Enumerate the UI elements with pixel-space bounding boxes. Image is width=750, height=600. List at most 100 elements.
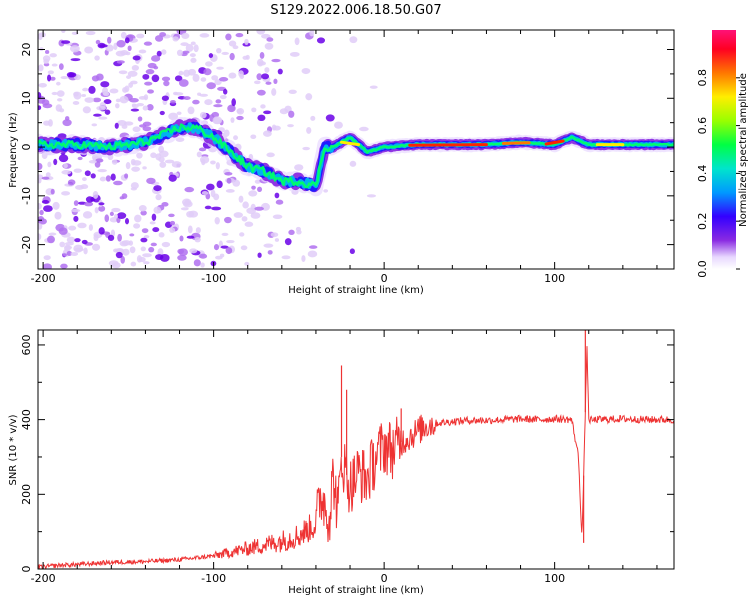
spectrogram-speckle [271, 88, 277, 96]
spectrogram-speckle [99, 44, 108, 48]
spectrogram-speckle [107, 234, 115, 241]
snr-xtick-label: 100 [544, 572, 565, 585]
spectrogram-speckle [263, 130, 272, 137]
spectrogram-speckle [111, 207, 121, 213]
spectrogram-speckle [204, 99, 213, 106]
spectrogram-speckle [238, 195, 244, 203]
spectrogram-speckle [288, 229, 295, 236]
spectrogram-speckle [193, 44, 199, 53]
spectrogram-speckle [60, 263, 68, 269]
spectrogram-speckle [214, 79, 222, 86]
spectrogram-speckle [74, 185, 85, 190]
spectrogram-speckle [305, 93, 313, 101]
spectrogram-speckle [256, 73, 263, 81]
spectrogram-speckle [239, 232, 245, 237]
spectrogram-speckle [205, 183, 215, 191]
spectrogram-speckle [104, 214, 110, 223]
snr-xtick-label: 0 [381, 572, 388, 585]
spectrogram-speckle [104, 109, 111, 115]
spectrogram-speckle [59, 241, 66, 248]
spectrogram-speckle [81, 93, 87, 97]
spectrogram-speckle [186, 235, 195, 239]
spectrogram-speckle [99, 102, 107, 110]
spectrogram-speckle [183, 96, 191, 100]
spectrogram-speckle [129, 246, 136, 254]
spectrogram-speckle [134, 214, 142, 223]
spectrogram-speckle [232, 179, 241, 187]
spectrogram-speckle [199, 93, 208, 97]
spectrogram-speckle [64, 245, 73, 250]
spectrogram-speckle [105, 175, 111, 182]
spectrogram-speckle [38, 105, 42, 110]
spectrogram-speckle [56, 81, 61, 86]
snr-ytick-label: 600 [20, 334, 33, 355]
spectrogram-speckle [200, 262, 205, 268]
spectrogram-speckle [323, 189, 329, 193]
spectrogram-speckle [53, 158, 58, 166]
spectrogram-speckle [179, 235, 184, 242]
spectrogram-speckle [251, 185, 256, 190]
spectrogram-speckle [169, 220, 176, 226]
snr-panel: -200 -100 0 100 0 200 400 600 Height of straigh… [8, 329, 675, 596]
spectrogram-speckle [145, 69, 155, 75]
spectrogram-speckle [275, 199, 284, 205]
spectrogram-ridge-core [501, 141, 531, 145]
spectrogram-speckle [142, 121, 152, 127]
spectrogram-speckle [43, 255, 51, 261]
spectrogram-speckle [143, 261, 150, 265]
spectrogram-speckle [258, 61, 266, 66]
spectrogram-speckle [115, 103, 120, 109]
spectrogram-speckle [119, 196, 125, 200]
spectrogram-speckle [140, 210, 147, 216]
colorbar-label: Normalized spectral amplitude [738, 73, 749, 227]
snr-xtick-label: -100 [201, 572, 226, 585]
spectrogram-speckle [66, 236, 76, 244]
spectrogram-speckle [257, 186, 263, 193]
spectrogram-speckle [129, 98, 139, 103]
spectrogram-speckle [142, 105, 149, 111]
spectrogram-speckle [236, 115, 244, 121]
spectrogram-speckle [100, 81, 110, 88]
spectrogram-speckle [182, 50, 190, 54]
spectrogram-speckle [52, 201, 60, 210]
spectrogram-speckle [38, 64, 44, 72]
spectrogram-speckle [61, 191, 71, 196]
spectrogram-speckle [216, 47, 222, 54]
spectrogram-speckle [242, 201, 249, 209]
spectrogram-speckle [38, 177, 42, 184]
spectrogram-speckle [244, 38, 249, 46]
spectrogram-speckle [95, 39, 101, 45]
spectrogram-speckle [294, 37, 300, 46]
spectrogram-speckle [168, 112, 179, 121]
spectrogram-speckle [51, 63, 58, 67]
spectrogram-speckle [73, 215, 79, 222]
spectrogram-speckle [198, 147, 207, 152]
spectrogram-speckle [264, 67, 270, 73]
spectrogram-speckle [150, 152, 157, 159]
spectrogram-speckle [74, 238, 81, 243]
spectrogram-speckle [257, 114, 266, 122]
spectrogram-speckle [130, 80, 138, 85]
spectrogram-speckle [169, 227, 176, 233]
snr-ytick-label: 0 [20, 566, 33, 573]
spectrogram-speckle [82, 87, 89, 92]
spectrogram-speckle [150, 242, 157, 247]
spectrogram-speckle [140, 246, 146, 252]
colorbar-tick-label: 0.2 [696, 212, 709, 230]
spectrogram-ylabel: Frequency (Hz) [8, 112, 19, 188]
spectrogram-speckle [109, 211, 114, 217]
spectrogram-speckle [349, 160, 357, 167]
snr-frame [37, 329, 675, 570]
spectrogram-speckle [216, 180, 223, 189]
spectrogram-speckle [43, 58, 50, 64]
spectrogram-speckle [159, 253, 170, 262]
spectrogram-speckle [91, 123, 98, 127]
spectrogram-speckle [177, 254, 187, 261]
spectrogram-speckle [210, 160, 216, 165]
spectrogram-speckle [274, 192, 280, 199]
spectrogram-speckle [64, 242, 74, 246]
spectrogram-speckle [70, 58, 81, 62]
spectrogram-speckle [114, 122, 119, 129]
spectrogram-speckle [187, 106, 195, 115]
